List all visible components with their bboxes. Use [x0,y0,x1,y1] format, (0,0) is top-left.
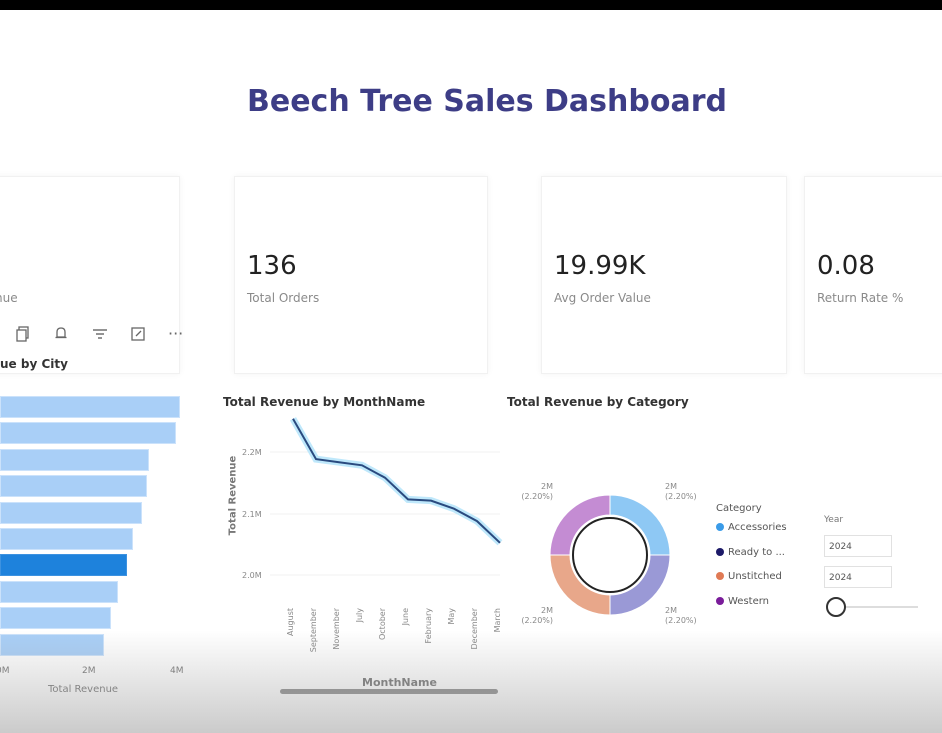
slice-pct-label: (2.20%) [521,492,553,501]
visual-toolbar: ··· [0,324,200,350]
donut-hole [572,517,648,593]
month-chart-title: Total Revenue by MonthName [223,395,426,409]
city-tick-0: 0M [0,666,10,676]
kpi-value: 0.08 [817,251,875,281]
legend-item[interactable]: Accessories [716,522,787,533]
kpi-value: 136 [247,251,297,281]
category-donut-chart: 2M(2.20%)2M(2.20%)2M(2.20%)2M(2.20%) [521,482,697,625]
horizontal-scrollbar[interactable] [280,689,498,694]
copy-icon[interactable] [16,326,30,346]
slider-track[interactable] [838,606,918,608]
kpi-card-return-rate[interactable]: 0.08 Return Rate % [804,176,942,374]
legend-label: Ready to ... [728,546,785,558]
month-x-tick: October [378,607,387,640]
legend-label: Unstitched [728,571,782,582]
city-bar[interactable] [0,528,134,550]
city-bar[interactable] [0,607,112,630]
month-line-chart: 2.2M 2.1M 2.0M August September November July O… [242,417,503,652]
legend-label: Accessories [728,522,787,533]
slice-pct-label: (2.20%) [665,492,697,501]
page-title: Beech Tree Sales Dashboard [247,84,727,119]
city-bar[interactable] [0,448,149,471]
slice-value-label: 2M [665,482,677,491]
month-y-tick: 2.2M [242,448,262,457]
kpi-card-orders[interactable]: 136 Total Orders [234,176,488,374]
month-x-tick: August [286,608,295,636]
legend-dot-icon [716,523,724,531]
city-xlabel: Total Revenue [48,684,119,695]
month-y-tick: 2.1M [242,510,262,519]
top-black-bar [0,0,942,10]
legend-dot-icon [716,572,724,580]
donut-slice [549,494,611,556]
legend-label: Western [728,595,770,607]
month-x-tick: November [332,607,341,649]
legend-dot-icon [716,596,724,605]
slice-pct-label: (2.20%) [665,616,697,625]
city-bar[interactable] [0,501,143,524]
more-icon[interactable]: ··· [168,324,184,343]
series-line [292,418,501,544]
city-tick-1: 2M [82,666,96,676]
kpi-label: Total Orders [247,291,320,305]
year-start-input[interactable]: 2024 [824,535,892,557]
kpi-label: nue [0,291,18,305]
city-chart-title: ue by City [0,357,68,371]
city-bar[interactable] [0,475,147,498]
legend-item[interactable]: Ready to ... [716,547,785,558]
month-x-tick: March [493,608,502,632]
month-xlabel: MonthName [362,676,437,689]
month-x-tick: July [355,608,364,624]
month-ylabel: Total Revenue [227,455,239,536]
city-bar[interactable] [0,633,105,656]
kpi-card-revenue[interactable]: nue [0,176,180,374]
slice-pct-label: (2.20%) [521,616,553,625]
slicer-label: Year [824,515,844,525]
slice-value-label: 2M [541,482,553,491]
city-bar[interactable] [0,554,127,577]
bell-icon[interactable] [54,326,68,346]
city-bar[interactable] [0,422,176,445]
legend-title: Category [716,503,762,514]
month-x-tick: February [424,608,433,644]
filter-icon[interactable] [92,326,108,345]
kpi-label: Return Rate % [817,291,904,305]
city-bar[interactable] [0,396,180,418]
legend-item[interactable]: Western [716,596,769,607]
slice-value-label: 2M [541,606,553,615]
city-tick-2: 4M [170,666,184,676]
focus-icon[interactable] [130,326,146,346]
city-bar[interactable] [0,580,118,603]
month-x-tick: December [470,607,479,649]
legend-dot-icon [716,547,724,556]
kpi-label: Avg Order Value [554,291,651,305]
month-x-tick: September [309,607,318,652]
legend-item[interactable]: Unstitched [716,571,782,582]
month-y-tick: 2.0M [242,571,262,580]
kpi-card-avg-order[interactable]: 19.99K Avg Order Value [541,176,787,374]
month-x-tick: May [447,608,456,625]
year-end-input[interactable]: 2024 [824,566,892,588]
slider-handle[interactable] [826,597,846,617]
kpi-value: 19.99K [554,251,646,281]
slice-value-label: 2M [665,606,677,615]
category-chart-title: Total Revenue by Category [507,395,689,409]
series-glow [289,417,503,546]
month-x-tick: June [401,608,410,627]
